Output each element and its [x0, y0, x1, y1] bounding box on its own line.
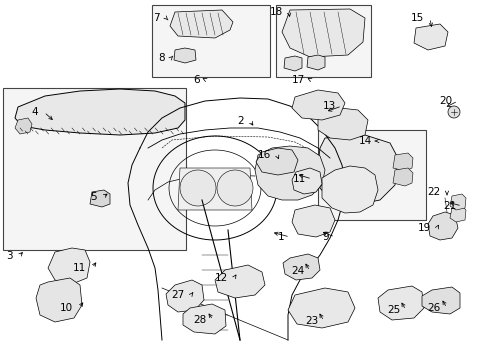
Text: 3: 3	[6, 251, 13, 261]
Text: 20: 20	[438, 96, 451, 106]
Text: 9: 9	[322, 232, 328, 242]
Polygon shape	[377, 286, 423, 320]
Text: 27: 27	[171, 290, 184, 300]
Text: 13: 13	[322, 101, 335, 111]
Text: 11: 11	[73, 263, 86, 273]
Text: 26: 26	[427, 303, 440, 313]
Polygon shape	[15, 89, 184, 135]
Polygon shape	[427, 212, 457, 240]
Polygon shape	[317, 108, 367, 140]
Circle shape	[217, 170, 252, 206]
Bar	[275, 5, 370, 77]
Polygon shape	[287, 288, 354, 328]
Polygon shape	[170, 10, 232, 38]
Polygon shape	[291, 90, 345, 120]
Text: 6: 6	[193, 75, 200, 85]
Text: 5: 5	[90, 192, 97, 202]
Polygon shape	[282, 9, 364, 57]
Polygon shape	[15, 118, 32, 134]
Text: 24: 24	[290, 266, 304, 276]
Polygon shape	[291, 168, 321, 194]
Polygon shape	[254, 146, 325, 200]
Text: 10: 10	[60, 303, 73, 313]
Text: 15: 15	[410, 13, 423, 23]
Text: 23: 23	[304, 316, 317, 326]
Polygon shape	[174, 48, 196, 63]
Polygon shape	[291, 205, 334, 237]
Polygon shape	[283, 254, 319, 280]
Text: 18: 18	[269, 7, 283, 17]
Text: 8: 8	[158, 53, 164, 63]
Polygon shape	[165, 280, 203, 312]
Text: 2: 2	[237, 116, 244, 126]
Text: 11: 11	[292, 174, 305, 184]
Text: 28: 28	[193, 315, 206, 325]
Polygon shape	[449, 206, 465, 222]
Polygon shape	[392, 153, 412, 171]
Text: 25: 25	[386, 305, 399, 315]
Polygon shape	[183, 304, 225, 334]
Polygon shape	[256, 148, 297, 175]
Text: 4: 4	[31, 107, 38, 117]
Text: 1: 1	[277, 232, 284, 242]
Text: 12: 12	[214, 273, 227, 283]
Text: 22: 22	[427, 187, 440, 197]
Text: 16: 16	[257, 150, 270, 160]
Bar	[3, 88, 185, 250]
Polygon shape	[421, 287, 459, 314]
Polygon shape	[306, 55, 325, 70]
Bar	[317, 130, 425, 220]
Text: 17: 17	[291, 75, 305, 85]
Polygon shape	[90, 190, 110, 207]
Polygon shape	[284, 56, 302, 71]
Polygon shape	[321, 166, 377, 213]
Polygon shape	[215, 265, 264, 298]
Circle shape	[447, 106, 459, 118]
Bar	[152, 5, 269, 77]
Circle shape	[180, 170, 216, 206]
Polygon shape	[392, 168, 412, 186]
Polygon shape	[36, 278, 82, 322]
Polygon shape	[178, 168, 251, 210]
Text: 14: 14	[358, 136, 371, 146]
Text: 19: 19	[417, 223, 430, 233]
Polygon shape	[317, 135, 397, 205]
Polygon shape	[449, 194, 465, 210]
Polygon shape	[48, 248, 90, 284]
Text: 21: 21	[442, 201, 455, 211]
Polygon shape	[413, 24, 447, 50]
Text: 7: 7	[153, 13, 160, 23]
